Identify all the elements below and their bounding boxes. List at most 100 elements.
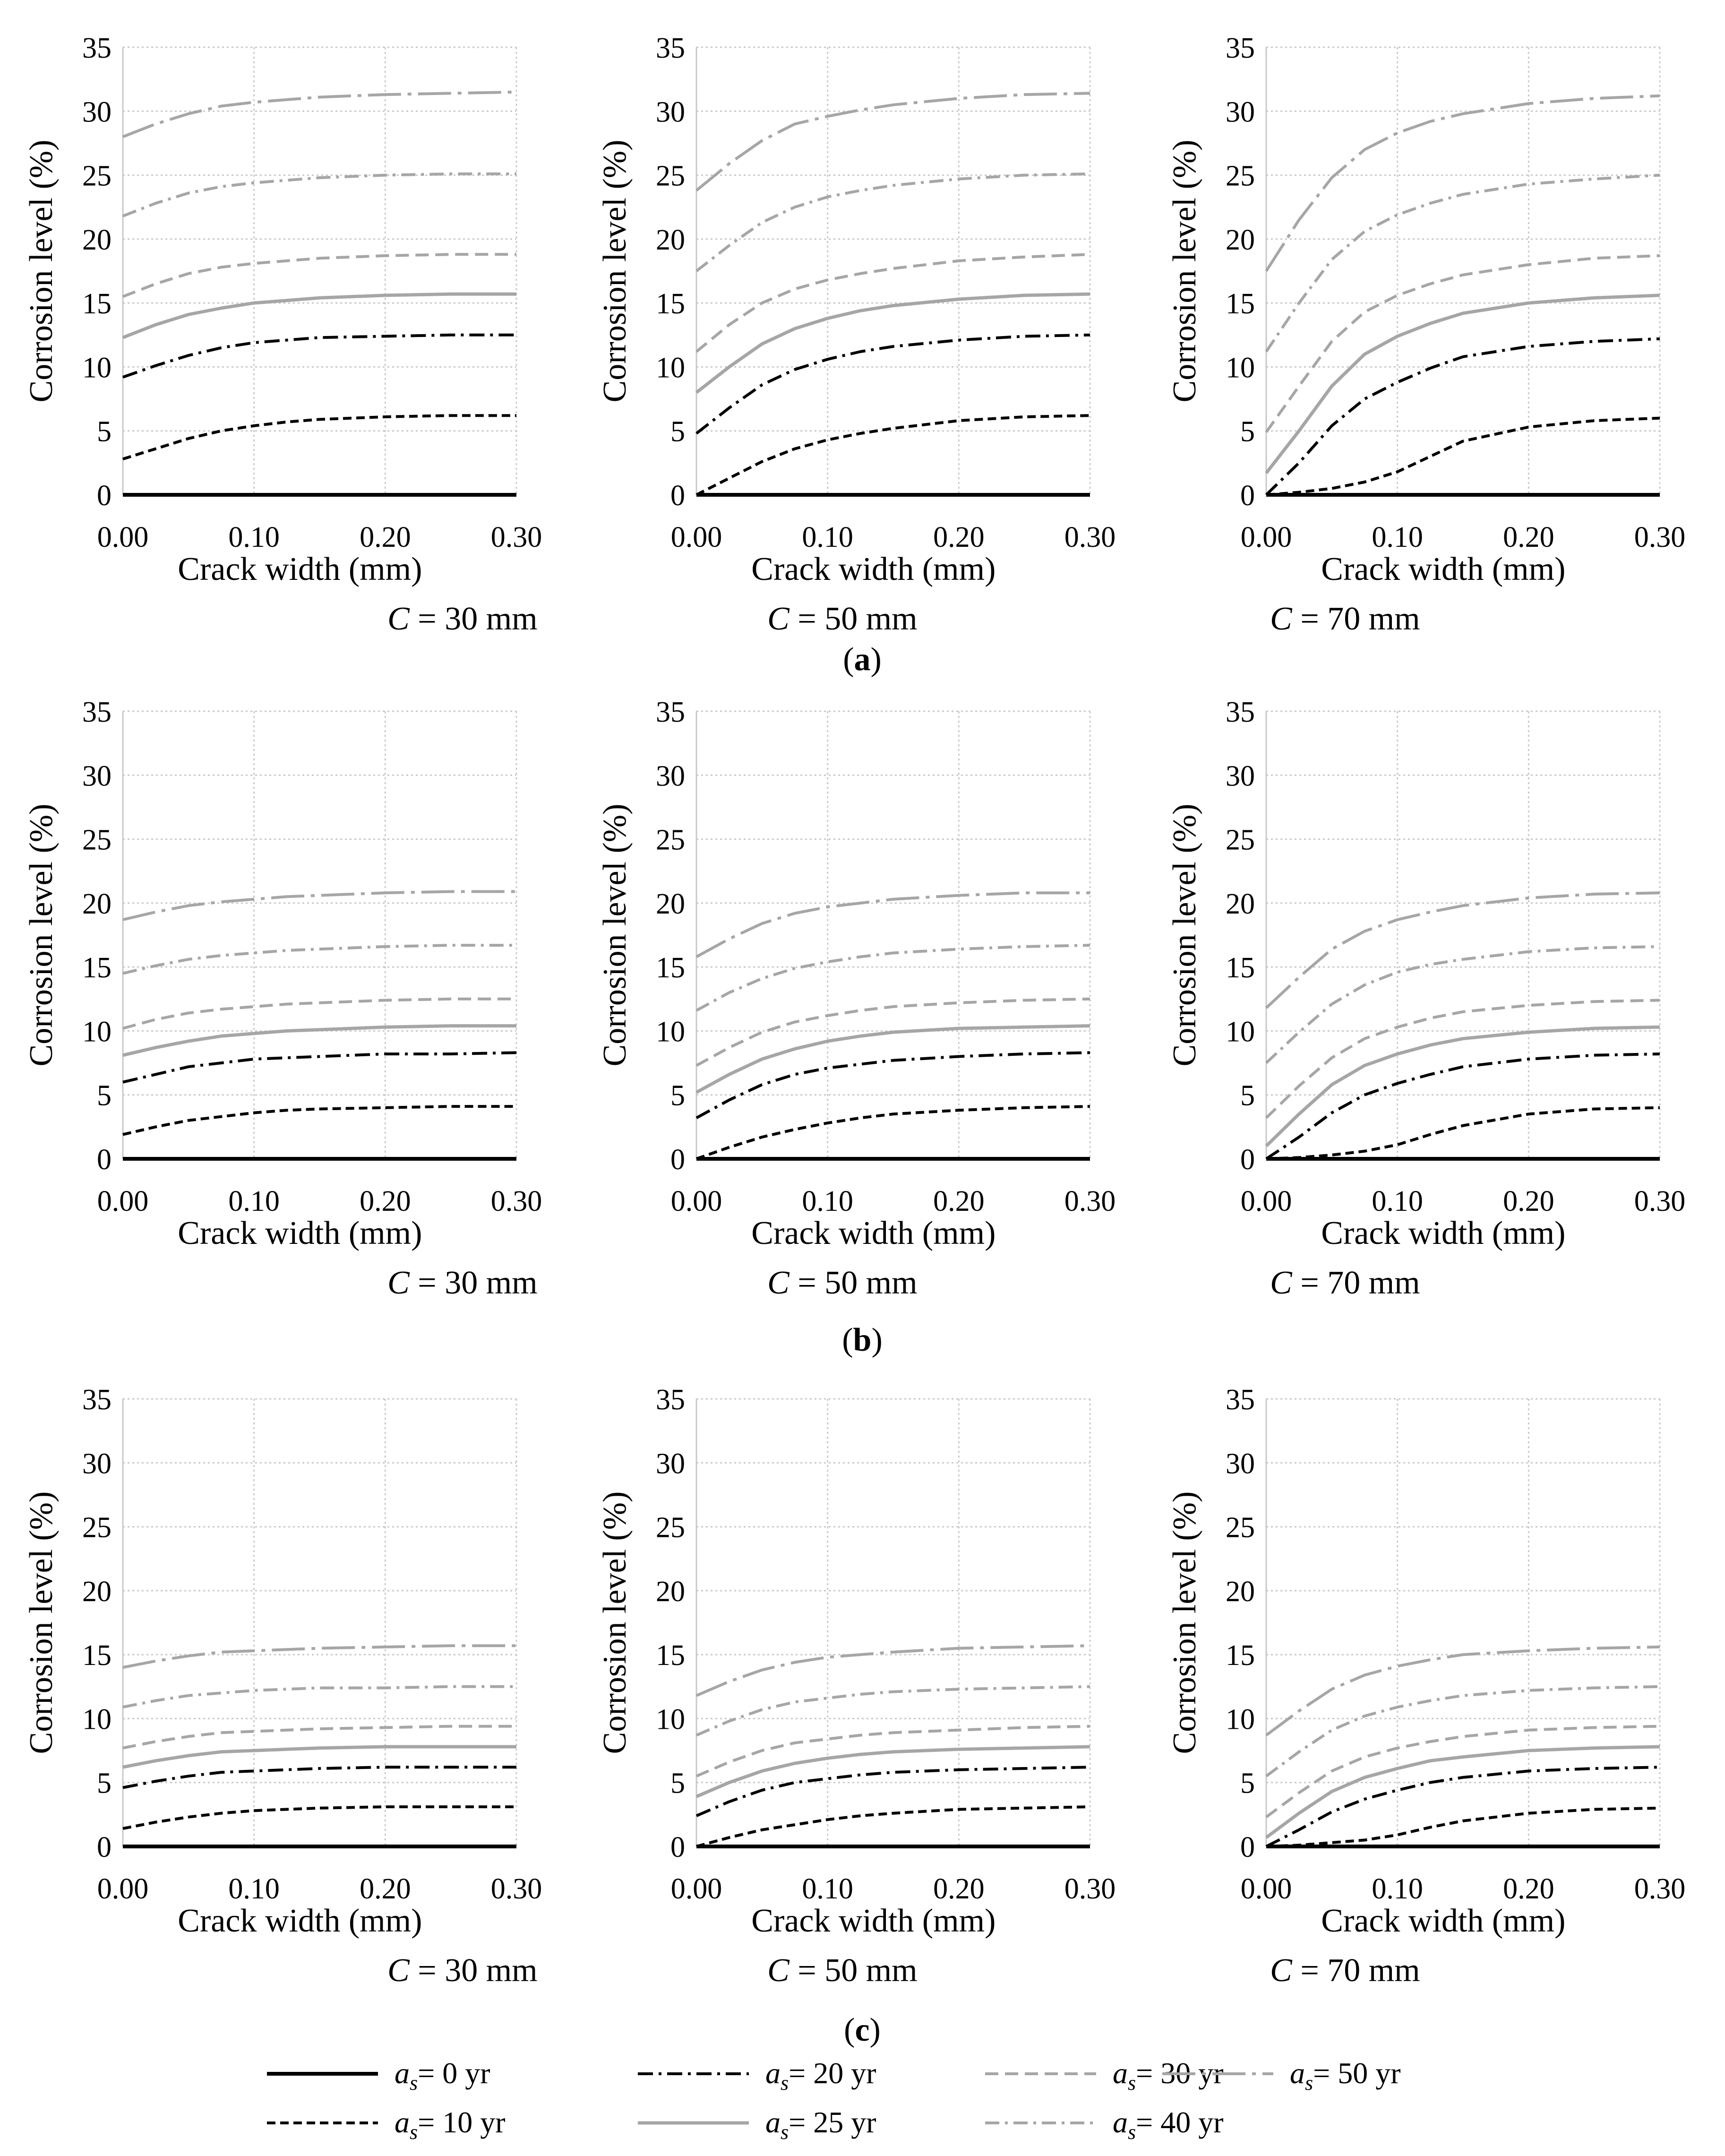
series-line-as-10-yr xyxy=(1266,1806,1660,1848)
x-tick-label: 0.00 xyxy=(97,1185,149,1217)
y-tick-label: 0 xyxy=(1240,480,1255,512)
x-tick-label: 0.30 xyxy=(491,1185,542,1217)
cover-equals: = xyxy=(1292,601,1327,637)
y-axis-label: Corrosion level (%) xyxy=(23,804,60,1067)
legend-entry: as= 25 yr xyxy=(765,2105,876,2144)
series-line-as-30-yr xyxy=(122,253,516,298)
cover-value: 30 mm xyxy=(445,601,537,637)
panel-caption-c: (c) xyxy=(844,2012,881,2048)
series-line-as-40-yr xyxy=(695,944,1090,1012)
y-tick-label: 30 xyxy=(82,1448,112,1480)
cover-equals: = xyxy=(410,1265,445,1301)
cover-equals: = xyxy=(1292,1265,1327,1301)
cover-symbol: C xyxy=(387,1952,410,1989)
series-line-as-20-yr xyxy=(1265,1052,1660,1160)
cover-value: 50 mm xyxy=(824,1265,917,1301)
y-tick-label: 30 xyxy=(1226,96,1255,128)
cover-equals: = xyxy=(790,601,824,637)
series-line-as-50-yr xyxy=(1265,94,1660,272)
y-tick-label: 5 xyxy=(1240,416,1255,448)
series-line-as-10-yr xyxy=(1266,1106,1660,1160)
x-tick-label: 0.10 xyxy=(802,1185,853,1217)
y-tick-label: 15 xyxy=(82,288,112,320)
y-tick-label: 20 xyxy=(1226,1576,1255,1608)
cover-value: 70 mm xyxy=(1327,1952,1420,1989)
y-tick-label: 25 xyxy=(656,824,685,856)
series-line-as-25-yr xyxy=(695,1745,1090,1798)
series-line-as-25-yr xyxy=(1265,1745,1660,1839)
y-tick-label: 30 xyxy=(1226,760,1255,792)
y-tick-label: 25 xyxy=(82,160,112,192)
y-tick-label: 10 xyxy=(82,1703,112,1735)
series-line-as-10-yr xyxy=(122,1105,516,1136)
cover-caption: C = 70 mm xyxy=(1270,1952,1420,1989)
y-tick-label: 15 xyxy=(1226,952,1255,984)
cover-symbol: C xyxy=(387,601,410,637)
x-tick-label: 0.30 xyxy=(1064,521,1116,553)
y-tick-label: 10 xyxy=(82,1016,112,1048)
x-tick-label: 0.10 xyxy=(802,1873,853,1905)
y-tick-label: 35 xyxy=(656,696,685,728)
y-axis-label: Corrosion level (%) xyxy=(23,1492,60,1754)
y-axis-label: Corrosion level (%) xyxy=(597,1492,633,1754)
x-tick-label: 0.00 xyxy=(97,521,149,553)
x-tick-label: 0.20 xyxy=(360,1873,411,1905)
y-tick-label: 0 xyxy=(670,1144,685,1176)
y-tick-label: 35 xyxy=(1226,32,1255,64)
y-axis-label: Corrosion level (%) xyxy=(597,804,633,1067)
x-tick-label: 0.20 xyxy=(1503,1873,1554,1905)
series-line-as-40-yr xyxy=(122,1685,516,1709)
series-line-as-40-yr xyxy=(1265,1685,1660,1777)
panel-letter: b xyxy=(853,1322,872,1358)
y-tick-label: 20 xyxy=(1226,224,1255,256)
series-line-as-50-yr xyxy=(122,90,517,138)
y-tick-label: 20 xyxy=(82,1576,112,1608)
cover-symbol: C xyxy=(767,1265,790,1301)
x-axis-label: Crack width (mm) xyxy=(751,1215,996,1251)
y-tick-label: 5 xyxy=(97,416,112,448)
series-line-as-30-yr xyxy=(695,1725,1090,1777)
x-tick-label: 0.00 xyxy=(671,521,722,553)
cover-value: 50 mm xyxy=(824,601,917,637)
cover-caption: C = 30 mm xyxy=(387,1265,538,1301)
cover-caption: C = 70 mm xyxy=(1270,1265,1420,1301)
series-line-as-20-yr xyxy=(122,333,516,379)
x-axis-label: Crack width (mm) xyxy=(178,1215,422,1251)
y-tick-label: 35 xyxy=(656,1384,685,1416)
y-tick-label: 25 xyxy=(1226,1512,1255,1544)
x-tick-label: 0.30 xyxy=(1634,521,1686,553)
y-tick-label: 5 xyxy=(670,1080,685,1112)
y-tick-label: 15 xyxy=(1226,288,1255,320)
y-axis-label: Corrosion level (%) xyxy=(597,140,633,403)
y-tick-label: 25 xyxy=(1226,160,1255,192)
y-tick-label: 30 xyxy=(656,1448,685,1480)
y-tick-label: 20 xyxy=(656,888,685,920)
x-tick-label: 0.00 xyxy=(97,1873,149,1905)
legend-entry: as= 10 yr xyxy=(395,2105,506,2144)
series-line-as-50-yr xyxy=(122,1644,516,1669)
series-line-as-30-yr xyxy=(1265,254,1660,433)
cover-equals: = xyxy=(790,1265,824,1301)
series-line-as-30-yr xyxy=(1265,1725,1660,1819)
y-axis-label: Corrosion level (%) xyxy=(1167,1492,1203,1754)
x-tick-label: 0.20 xyxy=(1503,521,1554,553)
x-tick-label: 0.30 xyxy=(1634,1185,1686,1217)
y-tick-label: 35 xyxy=(1226,1384,1255,1416)
series-line-as-20-yr xyxy=(122,1766,516,1789)
x-axis-label: Crack width (mm) xyxy=(1321,551,1565,587)
series-line-as-25-yr xyxy=(695,292,1090,394)
legend-entry: as= 30 yr xyxy=(1113,2056,1224,2095)
cover-caption: C = 50 mm xyxy=(767,1265,918,1301)
cover-caption: C = 30 mm xyxy=(387,1952,538,1989)
series-line-as-50-yr xyxy=(695,92,1090,192)
x-tick-label: 0.30 xyxy=(491,521,542,553)
y-tick-label: 15 xyxy=(656,1639,685,1672)
y-tick-label: 30 xyxy=(82,96,112,128)
cover-symbol: C xyxy=(767,601,790,637)
series-line-as-25-yr xyxy=(1265,293,1660,474)
x-tick-label: 0.10 xyxy=(1372,1185,1423,1217)
cover-caption: C = 70 mm xyxy=(1270,601,1420,637)
x-tick-label: 0.20 xyxy=(360,521,411,553)
series-line-as-30-yr xyxy=(695,253,1090,353)
